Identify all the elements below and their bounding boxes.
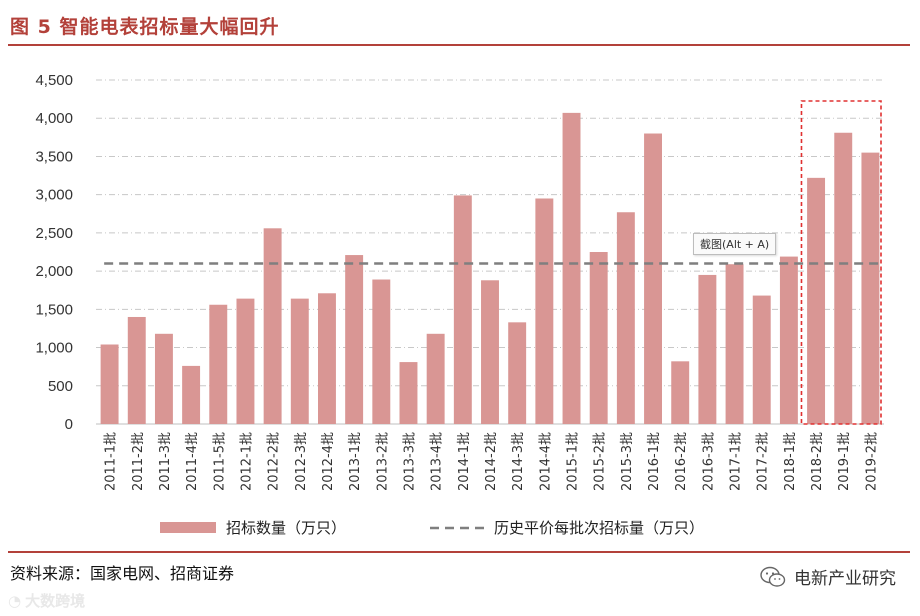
y-tick-label: 1,000	[35, 340, 73, 357]
x-tick-label: 2019-1批	[837, 432, 852, 491]
x-tick-label: 2014-3批	[511, 432, 526, 491]
y-tick-label: 4,000	[35, 110, 73, 127]
bar	[589, 252, 608, 424]
bar	[698, 274, 717, 424]
x-tick-label: 2011-5批	[212, 432, 227, 491]
bar	[616, 212, 635, 424]
x-tick-label: 2019-2批	[864, 432, 879, 491]
bar	[209, 304, 228, 424]
bar	[453, 195, 472, 424]
x-tick-label: 2011-2批	[131, 432, 146, 491]
watermark-logo-icon: ◔	[8, 591, 22, 610]
wechat-icon	[760, 566, 786, 587]
x-tick-label: 2013-2批	[375, 432, 390, 491]
bar	[508, 322, 527, 424]
x-tick-label: 2012-3批	[294, 432, 309, 491]
bar	[481, 280, 499, 424]
watermark: ◔ 大数跨境	[8, 590, 85, 611]
footer-divider	[8, 551, 910, 553]
bar	[127, 316, 146, 424]
watermark-text: 大数跨境	[25, 592, 86, 610]
x-tick-label: 2016-1批	[647, 432, 662, 491]
bar	[426, 333, 445, 424]
bar	[535, 198, 554, 424]
y-tick-label: 3,000	[35, 187, 73, 204]
x-tick-label: 2017-2批	[756, 432, 771, 491]
bar	[399, 362, 418, 424]
bar	[317, 293, 336, 424]
x-tick-label: 2015-1批	[566, 432, 581, 491]
bar	[100, 344, 119, 424]
brand-name: 电新产业研究	[794, 569, 896, 589]
bar	[236, 298, 255, 424]
x-tick-label: 2012-2批	[267, 432, 282, 491]
bar	[779, 256, 798, 424]
x-tick-label: 2014-4批	[538, 432, 553, 491]
x-tick-label: 2018-2批	[810, 432, 825, 491]
x-tick-label: 2017-1批	[729, 432, 744, 491]
y-tick-label: 3,500	[35, 148, 73, 165]
x-tick-label: 2012-1批	[239, 432, 254, 491]
bar	[290, 298, 309, 424]
screenshot-tooltip: 截图(Alt + A)	[693, 233, 777, 255]
y-tick-label: 2,000	[35, 263, 73, 280]
bar	[671, 361, 690, 424]
bar	[644, 133, 663, 424]
x-tick-label: 2013-1批	[348, 432, 363, 491]
x-tick-label: 2011-4批	[185, 432, 200, 491]
bar	[263, 228, 282, 424]
bar	[834, 132, 853, 424]
y-tick-label: 500	[48, 378, 73, 395]
x-tick-label: 2015-2批	[593, 432, 608, 491]
bar	[345, 255, 364, 424]
y-tick-label: 2,500	[35, 225, 73, 242]
y-tick-label: 4,500	[35, 72, 73, 89]
bar-chart: 0 500 1,000 1,500 2,000 2,500 3,000 3,500 4,000 4…	[35, 72, 884, 537]
highlight-box	[800, 100, 882, 425]
x-tick-label: 2014-1批	[457, 432, 472, 491]
bar	[562, 112, 581, 425]
bar	[752, 295, 771, 424]
bar	[861, 152, 880, 424]
x-tick-label: 2013-4批	[430, 432, 445, 491]
x-tick-label: 2014-2批	[484, 432, 499, 491]
x-tick-label: 2015-3批	[620, 432, 635, 491]
legend-swatch-bars	[160, 522, 216, 533]
x-tick-label: 2016-2批	[674, 432, 689, 491]
y-tick-label: 1,500	[35, 301, 73, 318]
y-tick-label: 0	[65, 416, 73, 433]
x-tick-label: 2016-3批	[701, 432, 716, 491]
legend-label-bars: 招标数量（万只）	[226, 519, 346, 537]
bar	[725, 264, 744, 424]
x-tick-label: 2018-1批	[783, 432, 798, 491]
x-tick-label: 2011-3批	[158, 432, 173, 491]
bar	[182, 365, 201, 424]
x-tick-label: 2011-1批	[104, 432, 119, 491]
brand: 电新产业研究	[760, 564, 896, 589]
bar	[372, 279, 391, 424]
source-note: 资料来源：国家电网、招商证券	[10, 564, 235, 583]
x-tick-label: 2013-3批	[402, 432, 417, 491]
bar	[154, 333, 173, 424]
chart-title: 图 5 智能电表招标量大幅回升	[10, 16, 280, 38]
title-divider	[8, 44, 910, 46]
x-tick-label: 2012-4批	[321, 432, 336, 491]
legend-label-line: 历史平价每批次招标量（万只）	[494, 519, 704, 537]
bar	[807, 177, 826, 424]
